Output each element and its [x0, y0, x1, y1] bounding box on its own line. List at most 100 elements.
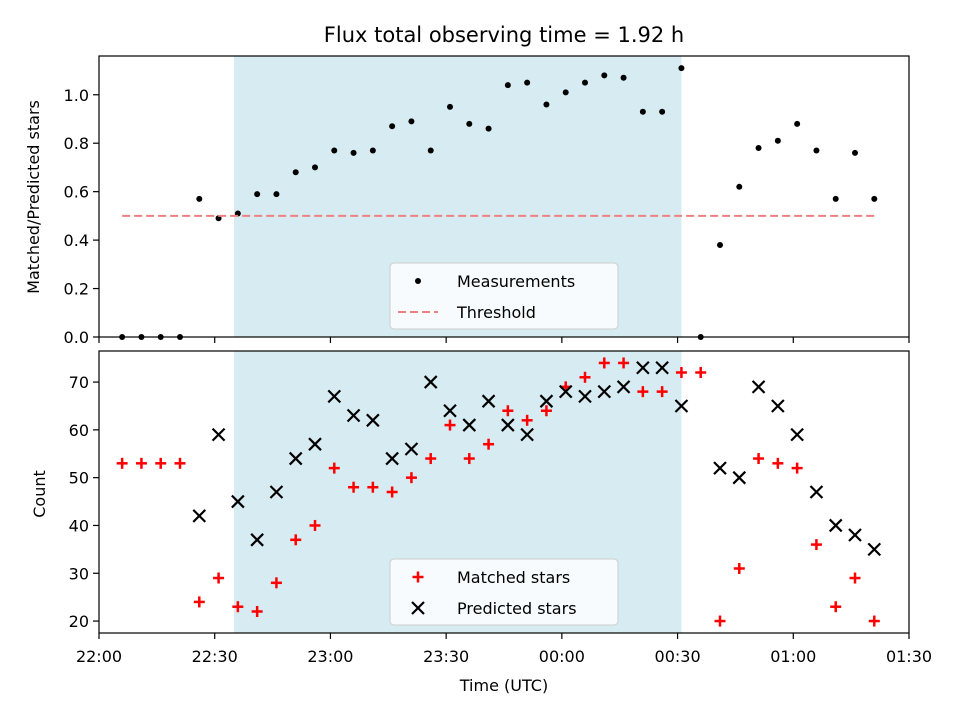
- predicted-star-point: [597, 384, 612, 399]
- predicted-star-point: [578, 389, 592, 404]
- predicted-star-point: [423, 375, 438, 389]
- predicted-star-point: [250, 533, 264, 547]
- measurement-point: [678, 65, 685, 72]
- predicted-star-point: [848, 528, 862, 542]
- x-tick-label: 22:00: [76, 647, 122, 666]
- y-tick-label: 0.4: [64, 231, 89, 250]
- predicted-star-point: [558, 384, 573, 399]
- measurement-point: [755, 145, 762, 152]
- measurement-point: [196, 195, 203, 202]
- measurement-point: [350, 149, 357, 156]
- x-axis-label: Time (UTC): [459, 676, 548, 695]
- measurement-point: [427, 147, 434, 154]
- predicted-star-point: [192, 509, 207, 523]
- matched-star-point: [830, 601, 842, 613]
- measurement-point: [312, 164, 318, 171]
- top-panel: 0.0 0.2 0.4 0.6 0.8 1.0 Measurements Threshold: [64, 55, 910, 347]
- measurement-point: [292, 169, 299, 176]
- matched-star-point: [425, 453, 437, 465]
- matched-star-point: [637, 386, 649, 398]
- legend-marker: [412, 571, 424, 583]
- measurement-point: [254, 191, 261, 198]
- y-tick-label: 30: [69, 564, 89, 583]
- matched-star-point: [135, 457, 147, 469]
- x-tick-label: 01:30: [886, 647, 932, 666]
- matched-star-point: [772, 457, 784, 469]
- measurement-point: [813, 147, 820, 154]
- predicted-star-point: [828, 518, 843, 533]
- predicted-star-point: [385, 451, 399, 466]
- predicted-star-point: [481, 394, 496, 408]
- predicted-star-point: [674, 399, 689, 413]
- x-tick-label: 00:30: [655, 647, 701, 666]
- y-tick-label: 0.2: [64, 280, 89, 299]
- x-tick-label: 01:00: [770, 647, 816, 666]
- predicted-star-point: [211, 427, 226, 442]
- predicted-star-point: [327, 389, 342, 404]
- predicted-star-point: [809, 485, 824, 499]
- measurement-point: [774, 137, 781, 144]
- predicted-star-point: [790, 427, 804, 442]
- predicted-star-point: [751, 380, 766, 394]
- axes-frame: [98, 350, 910, 634]
- measurement-point: [582, 79, 588, 86]
- matched-star-point: [618, 357, 630, 369]
- matched-star-point: [386, 486, 398, 498]
- matched-star-point: [714, 615, 726, 627]
- predicted-star-point: [404, 442, 419, 456]
- predicted-star-point: [539, 394, 554, 408]
- predicted-star-point: [636, 360, 650, 375]
- measurement-point: [273, 191, 280, 198]
- axes-frame: [98, 55, 910, 338]
- matched-star-point: [598, 357, 610, 369]
- y-tick-label: 70: [69, 373, 89, 392]
- matched-star-point: [675, 367, 687, 379]
- matched-star-point: [753, 453, 765, 465]
- matched-star-point: [656, 386, 668, 398]
- predicted-star-point: [732, 470, 747, 485]
- matched-star-point: [502, 405, 514, 417]
- predicted-star-point: [308, 437, 322, 451]
- predicted-star-point: [520, 427, 534, 442]
- matched-star-point: [193, 596, 205, 608]
- measurement-point: [659, 108, 666, 115]
- measurement-point: [389, 123, 396, 130]
- y-tick-label: 0.6: [64, 183, 89, 202]
- legend-box: [389, 558, 619, 626]
- predicted-star-point: [231, 494, 245, 509]
- y-tick-label: 20: [69, 612, 89, 631]
- y-tick-label: 50: [69, 469, 89, 488]
- y-tick-label: 1.0: [64, 86, 89, 105]
- top-y-axis-label: Matched/Predicted stars: [24, 100, 43, 294]
- matched-star-point: [444, 419, 456, 431]
- matched-star-point: [791, 462, 803, 474]
- measurement-point: [852, 149, 858, 156]
- measurement-point: [717, 241, 723, 248]
- bottom-panel: 20 30 40 50 60 70 22:00 22:30 23:00 23:30 00:00 00:…: [69, 350, 932, 666]
- legend-box: [389, 262, 619, 330]
- matched-star-point: [868, 615, 880, 627]
- measurement-point: [543, 101, 550, 108]
- x-tick-label: 00:00: [539, 647, 585, 666]
- legend-label: Predicted stars: [457, 599, 577, 618]
- predicted-star-point: [443, 403, 457, 418]
- matched-star-point: [810, 539, 822, 551]
- matched-star-point: [309, 519, 321, 531]
- matched-star-point: [405, 472, 417, 484]
- predicted-star-point: [269, 485, 284, 499]
- matched-star-point: [328, 462, 340, 474]
- predicted-star-point: [288, 451, 303, 466]
- measurement-point: [408, 118, 415, 125]
- measurement-point: [466, 120, 473, 127]
- measurement-point: [369, 147, 376, 154]
- matched-star-point: [290, 534, 302, 546]
- legend: Measurements Threshold: [389, 262, 619, 330]
- measurement-point: [485, 125, 492, 132]
- y-tick-label: 40: [69, 516, 89, 535]
- predicted-star-point: [501, 418, 515, 432]
- matched-star-point: [174, 457, 186, 469]
- matched-star-point: [155, 457, 167, 469]
- y-tick-label: 0.0: [64, 328, 89, 347]
- predicted-star-point: [462, 418, 477, 432]
